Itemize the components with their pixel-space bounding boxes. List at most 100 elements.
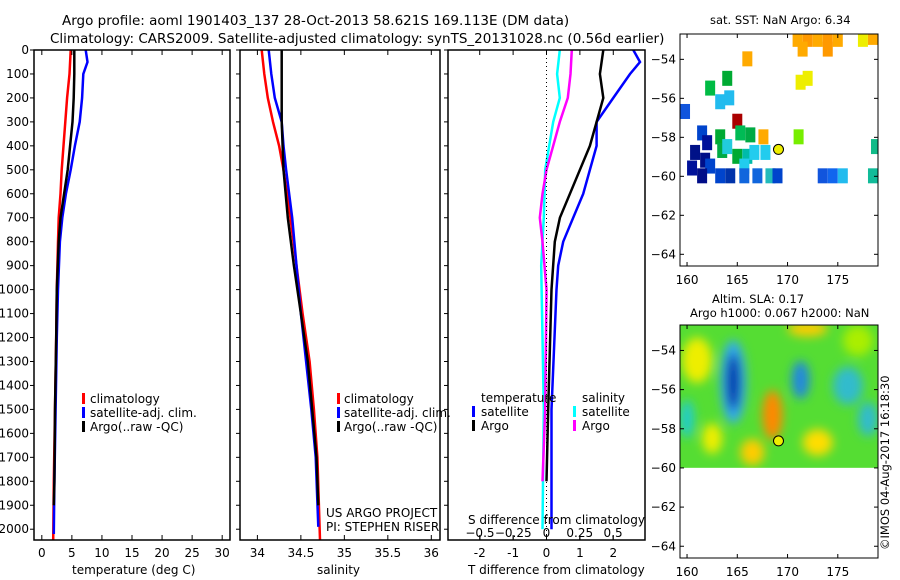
sla-feature [740, 438, 765, 466]
sla-map-panel: 160 165 170 175 −54 −56 −58 −60 −62 −64 [651, 324, 879, 579]
x-tick-label: 2 [609, 546, 617, 560]
series-line-s-satellite [539, 49, 562, 530]
y-tick-label: −60 [651, 169, 676, 183]
s-diff-xlabel: S difference from climatology [468, 513, 645, 527]
y-tick-label: −62 [651, 500, 676, 514]
sst-cell [700, 152, 711, 168]
sst-cell [867, 34, 878, 45]
series-line-t-satellite [550, 49, 642, 530]
sst-cell [715, 94, 726, 110]
sla-map-subtitle: Argo h1000: 0.067 h2000: NaN [690, 306, 869, 320]
legend-title-temperature: temperature [481, 391, 556, 405]
series-line-argo-raw-qc- [52, 50, 76, 506]
y-tick-label: 0 [21, 43, 29, 57]
sst-cell [732, 148, 743, 164]
y-tick-label: 1400 [0, 378, 29, 392]
legend-label: climatology [344, 392, 414, 406]
legend-label: Argo(..raw -QC) [344, 420, 437, 434]
sst-cell [702, 135, 713, 151]
y-tick-label: −54 [651, 52, 676, 66]
y-tick-label: 200 [6, 91, 29, 105]
map-data [680, 34, 878, 184]
sst-cell [715, 129, 726, 145]
sla-feature [791, 360, 810, 399]
x-tick-label: 20 [154, 546, 169, 560]
legend-swatch-s-satellite [573, 406, 576, 417]
y-tick-label: −54 [651, 343, 676, 357]
sst-cell [732, 113, 743, 129]
s-tick-label: 0 [543, 526, 551, 540]
sst-cell [722, 70, 733, 86]
legend-swatch-argo [82, 421, 85, 432]
sst-cell [758, 129, 769, 145]
sst-cell [870, 139, 878, 155]
x-tick-label: 175 [826, 273, 849, 287]
sla-feature [842, 325, 873, 356]
legend-swatch-climatology [82, 393, 85, 404]
sst-cell [690, 144, 701, 160]
x-tick-label: 0 [543, 546, 551, 560]
legend-label: Argo(..raw -QC) [90, 420, 183, 434]
x-tick-label: 25 [184, 546, 199, 560]
y-tick-label: 500 [6, 163, 29, 177]
legend-label: Argo [582, 419, 610, 433]
legend-label: Argo [481, 419, 509, 433]
sla-feature [802, 429, 833, 456]
y-tick-label: 2000 [0, 522, 29, 536]
x-tick-label: 30 [215, 546, 230, 560]
x-tick-label: 160 [676, 273, 699, 287]
sst-cell [739, 158, 750, 174]
sla-feature [726, 353, 741, 411]
sst-cell [705, 158, 716, 174]
plot-frame [33, 49, 231, 541]
y-tick-label: 1600 [0, 426, 29, 440]
sla-feature [857, 401, 878, 437]
y-tick-label: 800 [6, 235, 29, 249]
y-tick-label: 1100 [0, 307, 29, 321]
series-line-argo-raw-qc- [280, 50, 320, 506]
sst-map-title: sat. SST: NaN Argo: 6.34 [710, 13, 851, 27]
plot-frame [239, 49, 441, 541]
x-tick-label: 165 [726, 273, 749, 287]
sst-cell [772, 168, 783, 184]
x-tick-label: 34 [250, 546, 265, 560]
legend-swatch-argo [337, 421, 340, 432]
s-tick-label: −0.5 [465, 526, 494, 540]
legend-swatch-satellite [337, 407, 340, 418]
sst-cell [802, 34, 813, 47]
sst-cell [680, 103, 691, 119]
sst-cell [715, 168, 726, 184]
legend-swatch-t-argo [472, 420, 475, 431]
y-tick-label: 1800 [0, 474, 29, 488]
legend-title-salinity: salinity [582, 391, 625, 405]
title-line-2: Climatology: CARS2009. Satellite-adjuste… [50, 31, 664, 47]
sst-cell [739, 168, 750, 184]
y-tick-label: 1300 [0, 354, 29, 368]
credit: ©IMOS 04-Aug-2017 16:18:30 [878, 375, 892, 550]
y-tick-label: 900 [6, 259, 29, 273]
sst-cell [697, 168, 708, 184]
sst-cell [724, 90, 735, 106]
x-tick-label: 15 [124, 546, 139, 560]
sst-cell [797, 41, 808, 57]
sst-cell [857, 34, 868, 47]
sst-cell [827, 168, 838, 184]
sst-cell [812, 34, 823, 47]
legend-label: climatology [90, 392, 160, 406]
x-tick-label: 1 [576, 546, 584, 560]
sst-cell [765, 168, 776, 184]
argo-position-marker [772, 435, 784, 447]
y-tick-label: −56 [651, 91, 676, 105]
y-tick-label: 700 [6, 211, 29, 225]
sst-map-panel: 160 165 170 175 −54 −56 −58 −60 −62 −64 [651, 33, 879, 287]
s-tick-label: 0.5 [604, 526, 623, 540]
project-pi: PI: STEPHEN RISER [326, 520, 439, 534]
series-line-climatology [260, 49, 322, 541]
sst-cell [705, 80, 716, 96]
y-tick-label: 300 [6, 115, 29, 129]
y-tick-label: −58 [651, 130, 676, 144]
sst-cell [795, 74, 806, 90]
s-tick-label: −0.25 [495, 526, 532, 540]
x-tick-label: 160 [676, 565, 699, 579]
